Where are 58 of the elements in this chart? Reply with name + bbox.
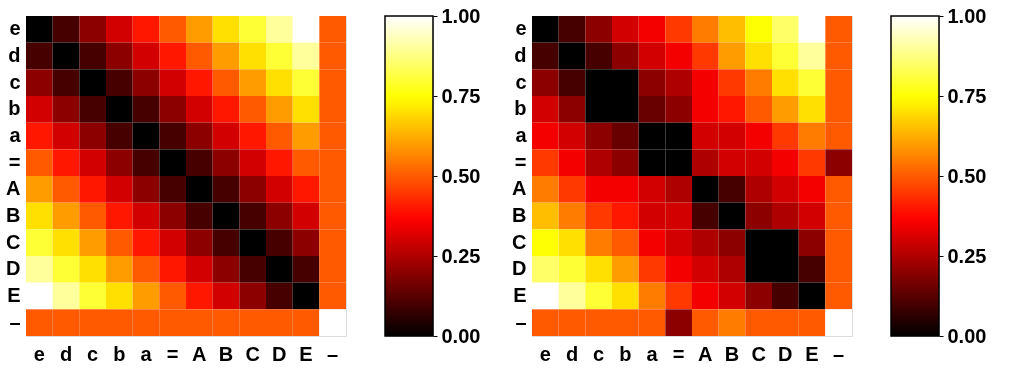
x-tick-label: A	[698, 342, 713, 365]
y-tick-label: b	[8, 97, 21, 120]
x-tick-label: –	[833, 342, 845, 365]
x-tick-label: D	[778, 342, 793, 365]
color-bar-label: 0.00	[441, 324, 481, 347]
y-tick-label: D	[512, 257, 527, 280]
y-tick-label: c	[9, 70, 21, 93]
color-bar-label: 0.25	[441, 244, 481, 267]
y-tick-label: c	[515, 70, 527, 93]
x-tick-label: E	[299, 342, 313, 365]
x-tick-label: C	[751, 342, 766, 365]
x-tick-label: d	[59, 342, 73, 365]
y-tick-label: B	[512, 204, 527, 226]
x-tick-label: e	[539, 342, 551, 365]
y-tick-label: C	[6, 230, 21, 253]
y-tick-label: a	[515, 124, 528, 146]
y-tick-label: =	[514, 150, 527, 173]
y-tick-label: A	[512, 177, 527, 200]
x-tick-label: b	[113, 342, 126, 365]
x-tick-label: E	[805, 342, 819, 365]
x-tick-label: a	[140, 342, 153, 365]
color-bar-label: 0.50	[441, 164, 481, 187]
x-tick-label: c	[87, 342, 99, 365]
x-tick-label: d	[565, 342, 579, 365]
x-tick-label: =	[166, 342, 179, 365]
y-tick-label: C	[512, 230, 527, 253]
x-tick-label: =	[672, 342, 685, 365]
y-tick-label: b	[514, 97, 527, 120]
x-tick-label: D	[272, 342, 287, 365]
x-tick-label: c	[593, 342, 605, 365]
color-bar-label: 0.75	[947, 84, 987, 107]
color-bar-label: 1.00	[441, 4, 481, 27]
color-bar-label: 0.25	[947, 244, 987, 267]
x-tick-label: –	[327, 342, 339, 365]
y-tick-label: d	[514, 44, 527, 66]
y-tick-label: e	[9, 17, 21, 40]
color-bar-label: 0.00	[947, 324, 987, 347]
y-tick-label: B	[6, 204, 21, 226]
x-tick-label: a	[646, 342, 659, 365]
y-tick-label: D	[6, 257, 21, 280]
x-tick-label: e	[33, 342, 45, 365]
x-tick-label: B	[218, 342, 234, 365]
x-tick-label: A	[192, 342, 207, 365]
y-tick-label: d	[8, 44, 21, 66]
x-tick-label: B	[724, 342, 740, 365]
y-tick-label: –	[515, 310, 527, 333]
y-tick-label: E	[513, 284, 527, 306]
y-tick-label: A	[6, 177, 21, 200]
x-tick-label: C	[245, 342, 260, 365]
y-tick-label: a	[9, 124, 22, 146]
color-bar-label: 1.00	[947, 4, 987, 27]
y-tick-label: –	[9, 310, 21, 333]
y-tick-label: e	[515, 17, 527, 40]
y-tick-label: =	[8, 150, 21, 173]
y-tick-label: E	[7, 284, 21, 306]
x-tick-label: b	[619, 342, 632, 365]
color-bar-label: 0.75	[441, 84, 481, 107]
color-bar-label: 0.50	[947, 164, 987, 187]
